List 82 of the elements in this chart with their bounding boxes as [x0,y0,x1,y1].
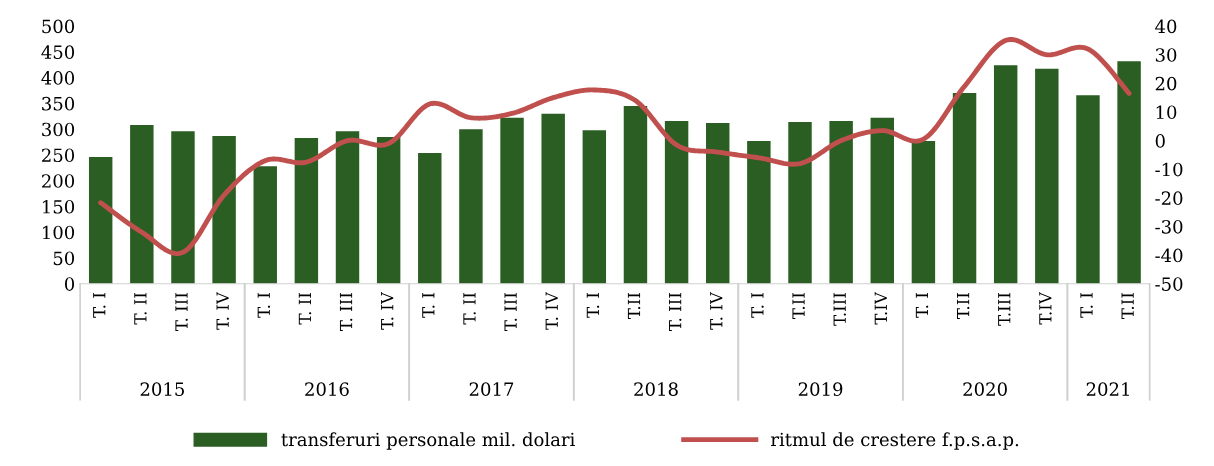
y2-tick-label: 20 [1155,76,1177,91]
x-tick-label: T. III [669,293,682,331]
x-tick-label: T.III [998,293,1011,326]
bar [253,166,277,284]
x-tick-label: T.III [833,293,846,326]
y2-tick-label: -30 [1155,219,1183,234]
x-tick-label: T. II [134,293,147,325]
y-tick-label: 100 [43,225,75,240]
bar [911,141,936,284]
x-tick-label: T.IV [1039,291,1052,325]
bar [376,136,401,284]
y-tick-label: 150 [43,199,75,214]
y-tick-label: 450 [41,45,75,59]
legend-label: ritmul de crestere f.p.s.a.p. [770,432,1019,450]
text: 2017 [469,382,514,396]
y2-tick-label: 30 [1155,48,1177,62]
y-tick-label: 300 [42,122,75,137]
text: 2021 [1086,382,1129,396]
y2-tick-label: 10 [1156,105,1177,120]
text: 2015 [140,382,184,396]
x-tick-label: T.II [792,293,805,320]
x-tick-label: T. III [339,293,353,331]
x-tick-label: T.II [1121,293,1134,320]
y2-tick-label: -10 [1155,162,1183,177]
bar [993,65,1018,284]
bar [1035,68,1059,284]
bar [171,131,195,284]
x-tick-label: T. I [1080,293,1093,318]
bar [294,137,319,284]
y2-tick-label: -50 [1155,277,1183,291]
x-tick-label: T.II [627,293,641,320]
y-tick-label: 400 [41,71,75,85]
x-tick-label: T. II [298,293,312,325]
x-tick-label: T. IV [545,291,559,330]
bar [212,135,236,284]
bar [541,113,565,284]
y-tick-label: 250 [42,148,75,163]
y-tick-label: 0 [64,277,75,291]
y-tick-label: 500 [42,19,75,34]
x-tick-label: T. IV [710,291,723,330]
bar [88,157,113,284]
bar [788,121,812,284]
x-tick-label: T. I [751,293,764,318]
bar [459,129,483,284]
bar [130,125,154,284]
bar [623,105,648,284]
x-tick-label: T. I [257,293,271,318]
x-tick-label: T.IV [874,291,888,325]
y2-tick-label: -40 [1155,248,1183,263]
x-tick-label: T. I [93,293,106,318]
text: 2018 [634,382,678,396]
text: 2019 [798,382,843,396]
bar [747,141,771,284]
y-tick-label: 50 [53,251,75,266]
bar [418,152,442,284]
bar [952,93,977,284]
bar [1117,61,1141,284]
x-tick-label: T. II [463,293,476,325]
y-tick-label: 350 [42,96,75,111]
x-tick-label: T. IV [381,291,394,330]
x-tick-label: T. IV [216,291,229,330]
bar [829,120,853,284]
x-tick-label: T.II [956,293,970,320]
x-tick-label: T. III [504,293,517,331]
bar [1076,95,1100,284]
y2-tick-label: 0 [1155,134,1165,148]
text: 2016 [305,382,349,396]
bar [582,130,607,284]
x-tick-label: T. I [422,293,435,318]
x-tick-label: T. I [586,293,600,318]
y-tick-label: 200 [42,174,75,188]
bar [870,117,894,284]
bar [706,122,730,284]
bar [335,131,360,284]
bar [500,117,524,284]
x-tick-label: T. I [915,293,929,318]
legend-label: transferuri personale mil. dolari [281,432,575,450]
y2-tick-label: 40 [1155,19,1177,34]
x-tick-label: T. III [175,293,188,331]
y2-tick-label: -20 [1155,191,1183,206]
text: 2020 [963,382,1007,396]
bar [664,120,689,284]
